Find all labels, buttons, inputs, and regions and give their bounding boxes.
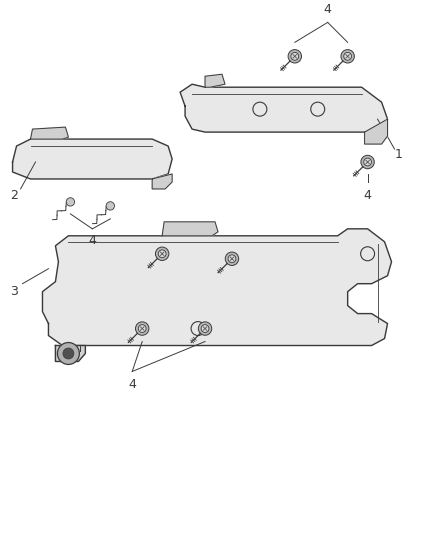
Circle shape (361, 155, 374, 169)
Circle shape (198, 322, 212, 335)
Circle shape (291, 52, 299, 60)
Circle shape (106, 201, 114, 210)
Text: 4: 4 (88, 234, 96, 247)
Polygon shape (56, 345, 85, 361)
Text: 4: 4 (364, 189, 371, 202)
Circle shape (201, 325, 209, 333)
Circle shape (138, 325, 146, 333)
Text: 4: 4 (324, 3, 332, 17)
Text: 2: 2 (11, 189, 18, 203)
Circle shape (66, 198, 74, 206)
Polygon shape (42, 229, 392, 345)
Polygon shape (180, 84, 388, 132)
Polygon shape (13, 139, 172, 179)
Circle shape (288, 50, 301, 63)
Text: 4: 4 (128, 378, 136, 391)
Circle shape (158, 250, 166, 257)
Text: 3: 3 (11, 285, 18, 298)
Polygon shape (31, 127, 68, 139)
Polygon shape (205, 74, 225, 87)
Circle shape (344, 52, 352, 60)
Circle shape (364, 158, 371, 166)
Text: 1: 1 (395, 148, 403, 160)
Circle shape (341, 50, 354, 63)
Circle shape (135, 322, 149, 335)
Circle shape (63, 348, 74, 359)
Polygon shape (364, 119, 388, 144)
Polygon shape (162, 222, 218, 236)
Polygon shape (152, 174, 172, 189)
Circle shape (228, 255, 236, 263)
Circle shape (225, 252, 239, 265)
Circle shape (155, 247, 169, 261)
Circle shape (57, 343, 79, 365)
